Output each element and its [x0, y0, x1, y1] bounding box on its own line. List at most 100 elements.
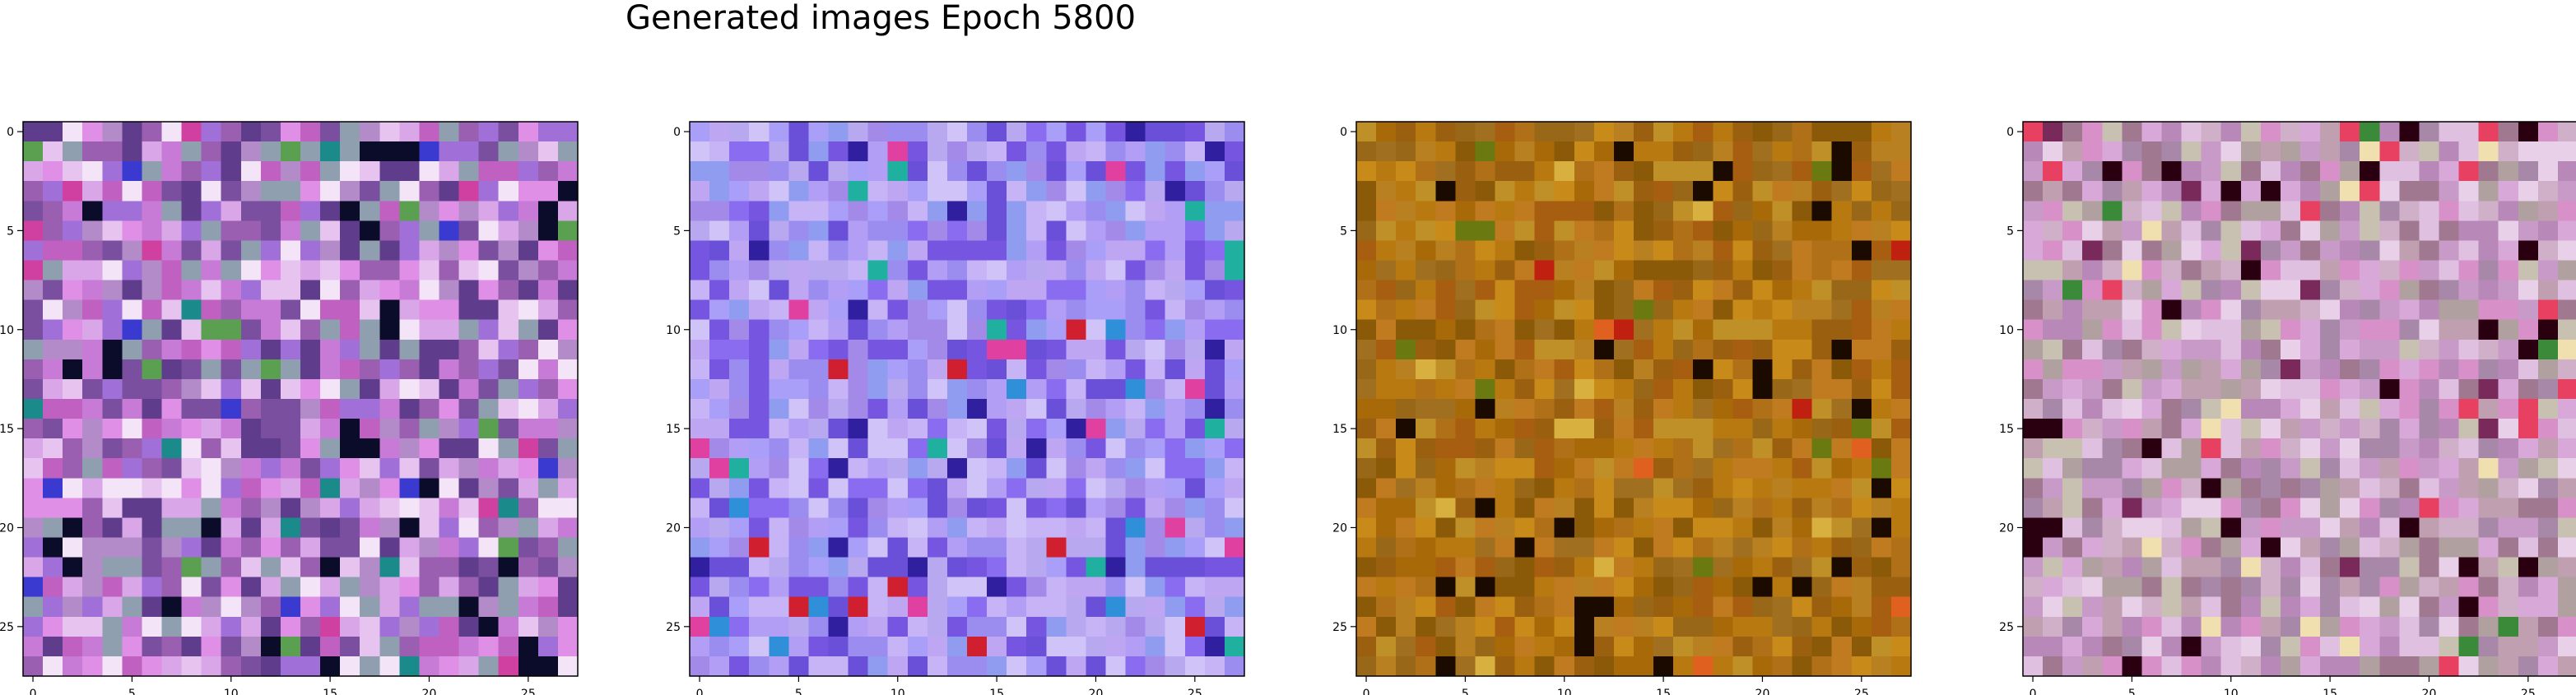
pixel-cell: [1831, 596, 1853, 618]
pixel-cell: [729, 636, 750, 657]
pixel-cell: [379, 596, 400, 618]
pixel-cell: [280, 299, 301, 321]
pixel-cell: [1732, 577, 1754, 598]
pixel-cell: [2458, 458, 2480, 479]
pixel-cell: [1396, 596, 1416, 618]
pixel-cell: [201, 339, 222, 360]
pixel-cell: [1007, 557, 1027, 578]
pixel-cell: [2458, 260, 2480, 281]
pixel-cell: [1356, 201, 1377, 221]
pixel-cell: [161, 399, 183, 419]
pixel-cell: [1851, 557, 1872, 578]
pixel-cell: [1435, 517, 1456, 539]
pixel-cell: [946, 498, 968, 519]
pixel-cell: [1890, 161, 1912, 182]
pixel-cell: [2201, 260, 2222, 281]
pixel-cell: [142, 359, 163, 380]
pixel-cell: [2458, 656, 2480, 677]
pixel-cell: [320, 458, 341, 479]
pixel-cell: [690, 260, 710, 281]
pixel-cell: [2043, 378, 2063, 400]
pixel-cell: [1495, 378, 1516, 400]
pixel-cell: [2220, 596, 2242, 618]
pixel-cell: [1105, 656, 1127, 677]
pixel-cell: [867, 141, 889, 162]
pixel-cell: [201, 616, 222, 637]
pixel-cell: [788, 399, 810, 419]
pixel-cell: [181, 498, 202, 519]
pixel-cell: [498, 537, 519, 558]
pixel-cell: [848, 478, 869, 498]
pixel-cell: [1613, 596, 1634, 618]
pixel-cell: [2240, 577, 2262, 598]
pixel-cell: [2181, 636, 2202, 657]
pixel-cell: [181, 122, 202, 142]
pixel-cell: [907, 419, 928, 439]
pixel-cell: [2379, 141, 2400, 162]
pixel-cell: [1871, 419, 1892, 439]
pixel-cell: [419, 201, 440, 221]
pixel-cell: [987, 478, 1007, 498]
pixel-cell: [63, 557, 83, 578]
pixel-cell: [1184, 299, 1206, 321]
pixel-cell: [537, 458, 559, 479]
pixel-cell: [2201, 636, 2222, 657]
pixel-cell: [82, 220, 103, 242]
pixel-cell: [788, 359, 810, 380]
pixel-cell: [478, 240, 500, 262]
pixel-cell: [2122, 161, 2143, 182]
pixel-cell: [23, 161, 44, 182]
pixel-cell: [399, 319, 421, 341]
pixel-cell: [788, 577, 810, 598]
pixel-cell: [749, 498, 770, 519]
pixel-cell: [967, 438, 988, 459]
pixel-cell: [1534, 181, 1555, 202]
pixel-cell: [2161, 616, 2183, 637]
pixel-cell: [240, 359, 262, 380]
pixel-cell: [2220, 220, 2242, 242]
pixel-cell: [458, 616, 480, 637]
pixel-cell: [1356, 656, 1377, 677]
pixel-cell: [201, 636, 222, 657]
pixel-cell: [2220, 557, 2242, 578]
pixel-cell: [2458, 141, 2480, 162]
pixel-cell: [1356, 596, 1377, 618]
pixel-cell: [907, 517, 928, 539]
pixel-cell: [1416, 240, 1436, 262]
pixel-cell: [808, 201, 830, 221]
pixel-cell: [181, 141, 202, 162]
pixel-cell: [1831, 458, 1853, 479]
pixel-cell: [221, 517, 242, 539]
pixel-cell: [2419, 419, 2440, 439]
pixel-cell: [1851, 577, 1872, 598]
pixel-cell: [360, 498, 380, 519]
pixel-cell: [518, 517, 539, 539]
pixel-cell: [1653, 399, 1674, 419]
pixel-cell: [1204, 161, 1225, 182]
pixel-cell: [749, 339, 770, 360]
pixel-cell: [2557, 419, 2576, 439]
pixel-cell: [1376, 299, 1397, 321]
pixel-cell: [2478, 378, 2499, 400]
pixel-cell: [1396, 498, 1416, 519]
pixel-cell: [1574, 122, 1595, 142]
pixel-cell: [1890, 419, 1912, 439]
pixel-cell: [161, 498, 183, 519]
pixel-cell: [122, 458, 143, 479]
pixel-cell: [1792, 596, 1813, 618]
pixel-cell: [1693, 220, 1713, 242]
pixel-cell: [379, 636, 400, 657]
pixel-cell: [808, 220, 830, 242]
pixel-cell: [1026, 201, 1047, 221]
pixel-cell: [1475, 299, 1496, 321]
pixel-cell: [201, 378, 222, 400]
pixel-cell: [808, 537, 830, 558]
pixel-cell: [439, 478, 460, 498]
pixel-cell: [2399, 656, 2420, 677]
pixel-cell: [1713, 280, 1733, 301]
pixel-cell: [557, 438, 579, 459]
pixel-cell: [1396, 181, 1416, 202]
pixel-cell: [360, 161, 380, 182]
pixel-cell: [1634, 161, 1654, 182]
pixel-cell: [967, 299, 988, 321]
